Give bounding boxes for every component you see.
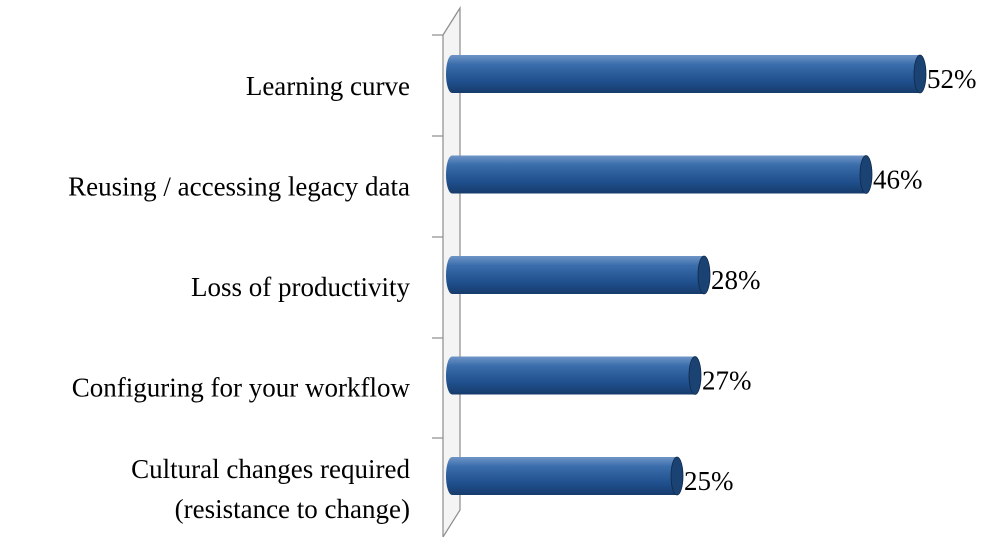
bar [446, 255, 711, 295]
category-label: Reusing / accessing legacy data [68, 172, 410, 202]
category-ticks [432, 34, 443, 439]
bar-cap [913, 54, 927, 94]
bar [446, 155, 873, 194]
data-label: 52% [927, 64, 977, 94]
bar [446, 356, 702, 395]
bar-body [446, 356, 701, 395]
bar-cap [697, 255, 711, 295]
category-label: Configuring for your workflow [72, 373, 411, 403]
bar [446, 54, 927, 94]
category-label: Cultural changes required (resistance to … [131, 454, 410, 524]
data-label: 46% [873, 165, 923, 195]
category-label: Loss of productivity [191, 272, 410, 302]
data-label: 25% [684, 466, 734, 496]
data-label: 28% [711, 265, 761, 295]
bar [446, 456, 684, 496]
bar-body [446, 155, 873, 194]
category-label: Learning curve [246, 71, 410, 101]
bar-body [446, 55, 926, 93]
data-label: 27% [702, 366, 752, 396]
bar-cap [688, 356, 702, 395]
bar-body [446, 256, 710, 294]
bar-body [446, 457, 683, 495]
bar-cap [859, 155, 873, 194]
bar-cap [670, 456, 684, 496]
